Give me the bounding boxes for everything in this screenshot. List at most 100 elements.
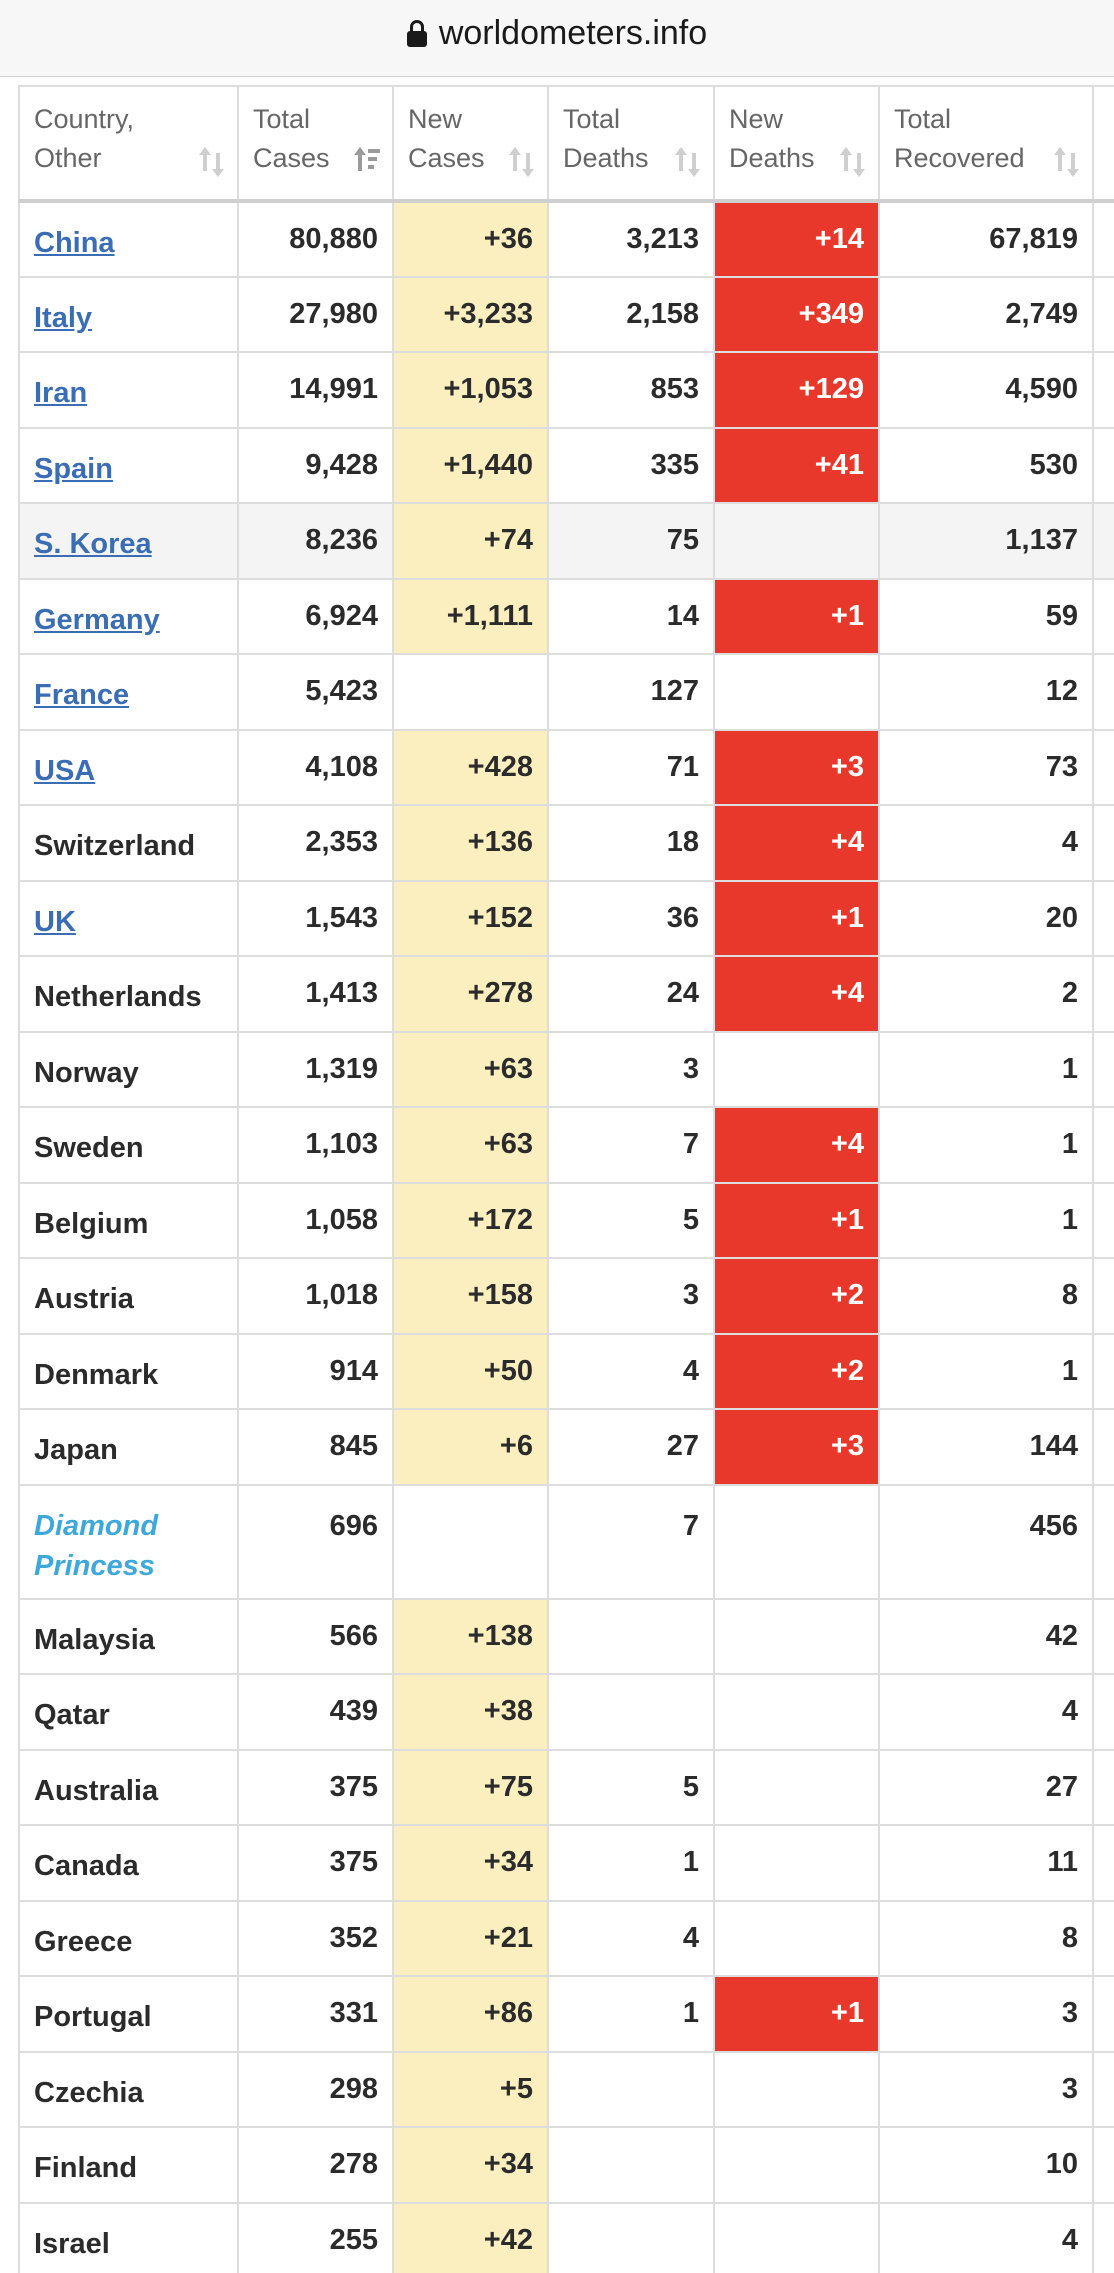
browser-address-bar[interactable]: worldometers.info — [0, 0, 1114, 77]
cell-total-cases: 2,353 — [237, 804, 394, 882]
cell-total-cases: 1,103 — [237, 1106, 394, 1184]
cell-total-cases: 8,236 — [237, 502, 394, 580]
col-header-total-deaths[interactable]: Total Deaths — [547, 85, 715, 203]
cell-country[interactable]: Spain — [18, 426, 239, 504]
cell-extra — [1092, 728, 1114, 806]
cell-new-cases: +75 — [392, 1748, 549, 1826]
cell-new-deaths: +4 — [713, 955, 880, 1033]
table-row: France 5,423 127 12 — [18, 653, 1114, 731]
coronavirus-table-container[interactable]: Country, Other Total Cases New Cases Total … — [18, 85, 1114, 2273]
cell-total-deaths: 18 — [547, 804, 715, 882]
table-row: Iran 14,991 +1,053 853 +129 4,590 — [18, 351, 1114, 429]
country-link[interactable]: S. Korea — [34, 528, 152, 560]
country-link[interactable]: Italy — [34, 301, 93, 334]
cell-country[interactable]: Iran — [18, 351, 239, 429]
cell-new-cases: +1,111 — [392, 577, 549, 655]
cell-total-deaths: 75 — [547, 502, 715, 580]
sort-descending-icon[interactable] — [354, 147, 380, 177]
country-link[interactable]: France — [34, 679, 130, 711]
cell-total-cases: 331 — [237, 1975, 394, 2053]
cell-new-cases: +138 — [392, 1597, 549, 1675]
col-header-extra[interactable] — [1092, 85, 1114, 203]
country-name: Belgium — [34, 1207, 149, 1240]
cell-country[interactable]: S. Korea — [18, 502, 239, 580]
table-row: Portugal 331 +86 1 +1 3 — [18, 1975, 1114, 2053]
cell-country[interactable]: China — [18, 200, 239, 278]
country-link[interactable]: UK — [34, 905, 76, 938]
country-link[interactable]: China — [34, 227, 115, 259]
sort-arrows-icon[interactable] — [840, 147, 866, 177]
sort-arrows-icon[interactable] — [1054, 147, 1080, 177]
cell-new-deaths: +41 — [713, 426, 880, 504]
cell-extra — [1092, 577, 1114, 655]
cell-country[interactable]: France — [18, 653, 239, 731]
country-link[interactable]: Germany — [34, 603, 160, 636]
cell-extra — [1092, 1975, 1114, 2053]
cell-total-cases: 278 — [237, 2126, 394, 2204]
col-header-new-deaths[interactable]: New Deaths — [713, 85, 880, 203]
cell-new-cases: +152 — [392, 879, 549, 957]
country-link[interactable]: Iran — [34, 377, 88, 409]
cell-country: Qatar — [18, 1673, 239, 1751]
cell-total-cases: 1,058 — [237, 1181, 394, 1259]
cell-total-deaths: 1 — [547, 1975, 715, 2053]
sort-arrows-icon[interactable] — [199, 147, 225, 177]
cell-total-cases: 14,991 — [237, 351, 394, 429]
cell-total-cases: 439 — [237, 1673, 394, 1751]
cell-extra — [1092, 1106, 1114, 1184]
cell-total-cases: 6,924 — [237, 577, 394, 655]
cell-new-deaths — [713, 653, 880, 731]
cell-total-recovered: 1 — [878, 1106, 1094, 1184]
cell-total-deaths: 127 — [547, 653, 715, 731]
header-label: Total Deaths — [563, 104, 649, 173]
cell-country[interactable]: Italy — [18, 275, 239, 353]
cell-country: Australia — [18, 1748, 239, 1826]
cell-new-cases — [392, 1483, 549, 1600]
url-display[interactable]: worldometers.info — [406, 14, 707, 53]
cell-extra — [1092, 1408, 1114, 1486]
country-link[interactable]: USA — [34, 754, 96, 787]
cell-extra — [1092, 955, 1114, 1033]
cell-total-recovered: 1 — [878, 1181, 1094, 1259]
cell-new-cases: +278 — [392, 955, 549, 1033]
table-row: Sweden 1,103 +63 7 +4 1 — [18, 1106, 1114, 1184]
cell-total-recovered: 27 — [878, 1748, 1094, 1826]
cell-total-cases: 352 — [237, 1899, 394, 1977]
cell-total-cases: 4,108 — [237, 728, 394, 806]
col-header-new-cases[interactable]: New Cases — [392, 85, 549, 203]
cell-total-deaths: 36 — [547, 879, 715, 957]
cell-new-cases: +36 — [392, 200, 549, 278]
table-row: Finland 278 +34 10 — [18, 2126, 1114, 2204]
cell-new-deaths: +14 — [713, 200, 880, 278]
cell-extra — [1092, 351, 1114, 429]
sort-arrows-icon[interactable] — [509, 147, 535, 177]
col-header-country[interactable]: Country, Other — [18, 85, 239, 203]
cell-country: Japan — [18, 1408, 239, 1486]
col-header-total-cases[interactable]: Total Cases — [237, 85, 394, 203]
cell-total-deaths — [547, 2050, 715, 2128]
country-link-ship[interactable]: Diamond Princess — [34, 1509, 159, 1582]
cell-new-deaths — [713, 1030, 880, 1108]
cell-total-recovered: 73 — [878, 728, 1094, 806]
cell-country: Sweden — [18, 1106, 239, 1184]
cell-extra — [1092, 2201, 1114, 2273]
country-name: Israel — [34, 2227, 110, 2260]
cell-country[interactable]: UK — [18, 879, 239, 957]
cell-country[interactable]: Diamond Princess — [18, 1483, 239, 1600]
cell-new-deaths — [713, 2126, 880, 2204]
header-label: Total Cases — [253, 104, 330, 173]
cell-total-deaths: 7 — [547, 1483, 715, 1600]
cell-new-deaths: +1 — [713, 577, 880, 655]
cell-total-deaths: 7 — [547, 1106, 715, 1184]
cell-new-deaths: +3 — [713, 1408, 880, 1486]
table-body: China 80,880 +36 3,213 +14 67,819 Italy 27,980 +… — [18, 200, 1114, 2273]
cell-country[interactable]: USA — [18, 728, 239, 806]
cell-country[interactable]: Germany — [18, 577, 239, 655]
country-name: Australia — [34, 1774, 159, 1807]
country-link[interactable]: Spain — [34, 452, 113, 485]
cell-total-recovered: 42 — [878, 1597, 1094, 1675]
col-header-total-recovered[interactable]: Total Recovered — [878, 85, 1094, 203]
cell-extra — [1092, 1030, 1114, 1108]
sort-arrows-icon[interactable] — [675, 147, 701, 177]
cell-extra — [1092, 1332, 1114, 1410]
